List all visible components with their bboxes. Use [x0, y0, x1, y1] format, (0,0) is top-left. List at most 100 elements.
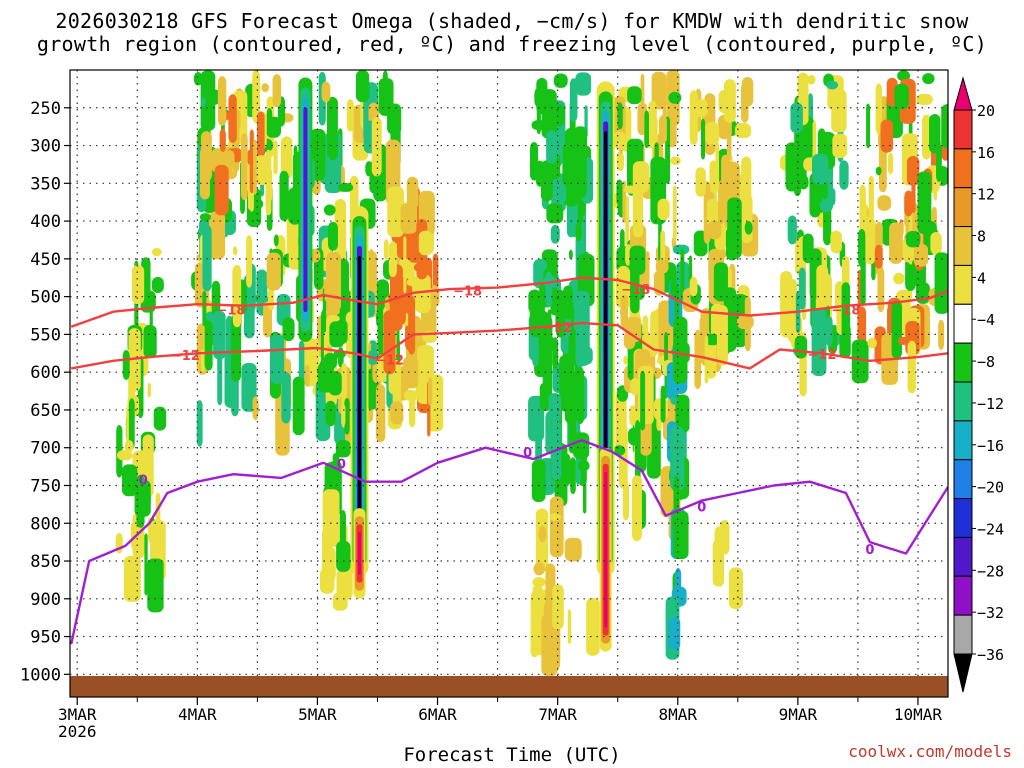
- colorbar-bin: [953, 342, 973, 383]
- omega-patch: [737, 315, 754, 330]
- omega-patch: [213, 310, 226, 360]
- omega-patch: [320, 568, 335, 594]
- omega-patch: [904, 190, 913, 217]
- omega-patch: [344, 397, 350, 435]
- omega-patch: [211, 280, 221, 317]
- omega-patch: [122, 464, 138, 497]
- omega-patch: [418, 230, 433, 256]
- contour-label: −18: [216, 303, 245, 318]
- y-tick-label: 800: [30, 514, 61, 534]
- omega-patch: [232, 264, 242, 328]
- omega-patch: [143, 324, 157, 359]
- omega-patch: [575, 72, 592, 96]
- x-tick-year-label: 2026: [58, 722, 97, 741]
- omega-patch: [622, 482, 630, 521]
- omega-patch: [617, 265, 630, 305]
- chart-title-line-2: growth region (contoured, red, ºC) and f…: [36, 32, 988, 56]
- omega-patch: [265, 149, 272, 216]
- omega-patch: [894, 83, 909, 110]
- omega-patch: [208, 211, 226, 260]
- omega-patch: [623, 355, 628, 365]
- omega-patch: [225, 150, 235, 168]
- omega-patch: [281, 372, 291, 424]
- y-tick-label: 850: [30, 552, 61, 572]
- omega-patch: [122, 349, 130, 380]
- updraft-core: [303, 107, 308, 312]
- omega-patch: [270, 334, 285, 384]
- omega-patch: [241, 133, 248, 200]
- omega-patch: [907, 340, 916, 394]
- y-axis: 250 300 350 400 450 500 550 600 650 700 750 800 850 9…: [20, 99, 70, 685]
- omega-patch: [549, 512, 562, 521]
- colorbar: 20 16 12 8 4 −4 −8 −12 −16 −20 −24 −28 −32 −36: [953, 76, 1004, 693]
- omega-patch: [694, 329, 702, 390]
- omega-patch: [402, 356, 419, 389]
- colorbar-bin: [953, 536, 973, 577]
- subsidence-core: [357, 532, 361, 575]
- omega-patch: [816, 264, 829, 310]
- omega-patch: [660, 230, 666, 267]
- omega-patch: [719, 519, 730, 555]
- omega-patch: [657, 198, 670, 221]
- omega-patch: [533, 562, 545, 576]
- omega-patch: [660, 385, 666, 423]
- omega-patch: [304, 364, 310, 388]
- omega-patch: [627, 86, 642, 105]
- omega-patch: [668, 91, 682, 104]
- omega-patch: [199, 213, 211, 222]
- omega-patch: [793, 168, 802, 197]
- omega-patch: [618, 424, 628, 489]
- omega-patch: [406, 176, 419, 210]
- omega-patch: [574, 290, 590, 333]
- omega-patch: [266, 116, 281, 138]
- omega-patch: [616, 151, 624, 172]
- omega-patch: [390, 401, 404, 425]
- omega-patch: [630, 377, 640, 396]
- omega-patch: [620, 228, 625, 272]
- omega-patch: [826, 316, 833, 347]
- colorbar-bin: [953, 498, 973, 538]
- omega-patch: [790, 102, 803, 134]
- omega-patch: [700, 118, 706, 160]
- omega-patch: [877, 195, 892, 211]
- omega-patch: [200, 70, 216, 131]
- omega-patch: [922, 73, 935, 85]
- omega-patch: [673, 475, 680, 513]
- contour-label: −18: [621, 283, 650, 298]
- omega-patch: [326, 96, 338, 161]
- omega-patch: [232, 246, 238, 256]
- colorbar-bin: [953, 109, 973, 150]
- colorbar-bin: [953, 148, 973, 189]
- omega-patch: [742, 192, 751, 222]
- omega-patch: [252, 70, 261, 124]
- omega-patch: [735, 123, 752, 139]
- omega-patch: [552, 584, 564, 630]
- omega-patch: [712, 539, 722, 587]
- omega-patch: [812, 153, 829, 185]
- omega-patch: [875, 83, 883, 135]
- colorbar-bin: [953, 575, 973, 616]
- omega-patch: [546, 130, 557, 164]
- omega-patch: [334, 198, 347, 265]
- chart-title-line-1: 2026030218 GFS Forecast Omega (shaded, −…: [55, 9, 969, 33]
- omega-patch: [839, 160, 849, 190]
- omega-patch: [128, 398, 135, 450]
- omega-patch: [116, 450, 133, 461]
- y-tick-label: 900: [30, 590, 61, 610]
- contour-label: 0: [697, 501, 706, 516]
- contour-label: −18: [453, 285, 482, 300]
- colorbar-bin: [953, 226, 973, 266]
- omega-patch: [675, 394, 690, 433]
- omega-patch: [617, 102, 623, 130]
- omega-patch: [624, 317, 642, 343]
- omega-patch: [570, 457, 576, 495]
- omega-patch: [531, 459, 546, 503]
- omega-patch: [272, 74, 282, 108]
- omega-patch: [868, 175, 874, 222]
- omega-patch: [670, 426, 685, 491]
- omega-patch: [718, 180, 725, 225]
- omega-patch: [282, 317, 295, 342]
- omega-patch: [428, 377, 433, 406]
- omega-patch: [202, 290, 207, 327]
- omega-shading: [115, 70, 948, 676]
